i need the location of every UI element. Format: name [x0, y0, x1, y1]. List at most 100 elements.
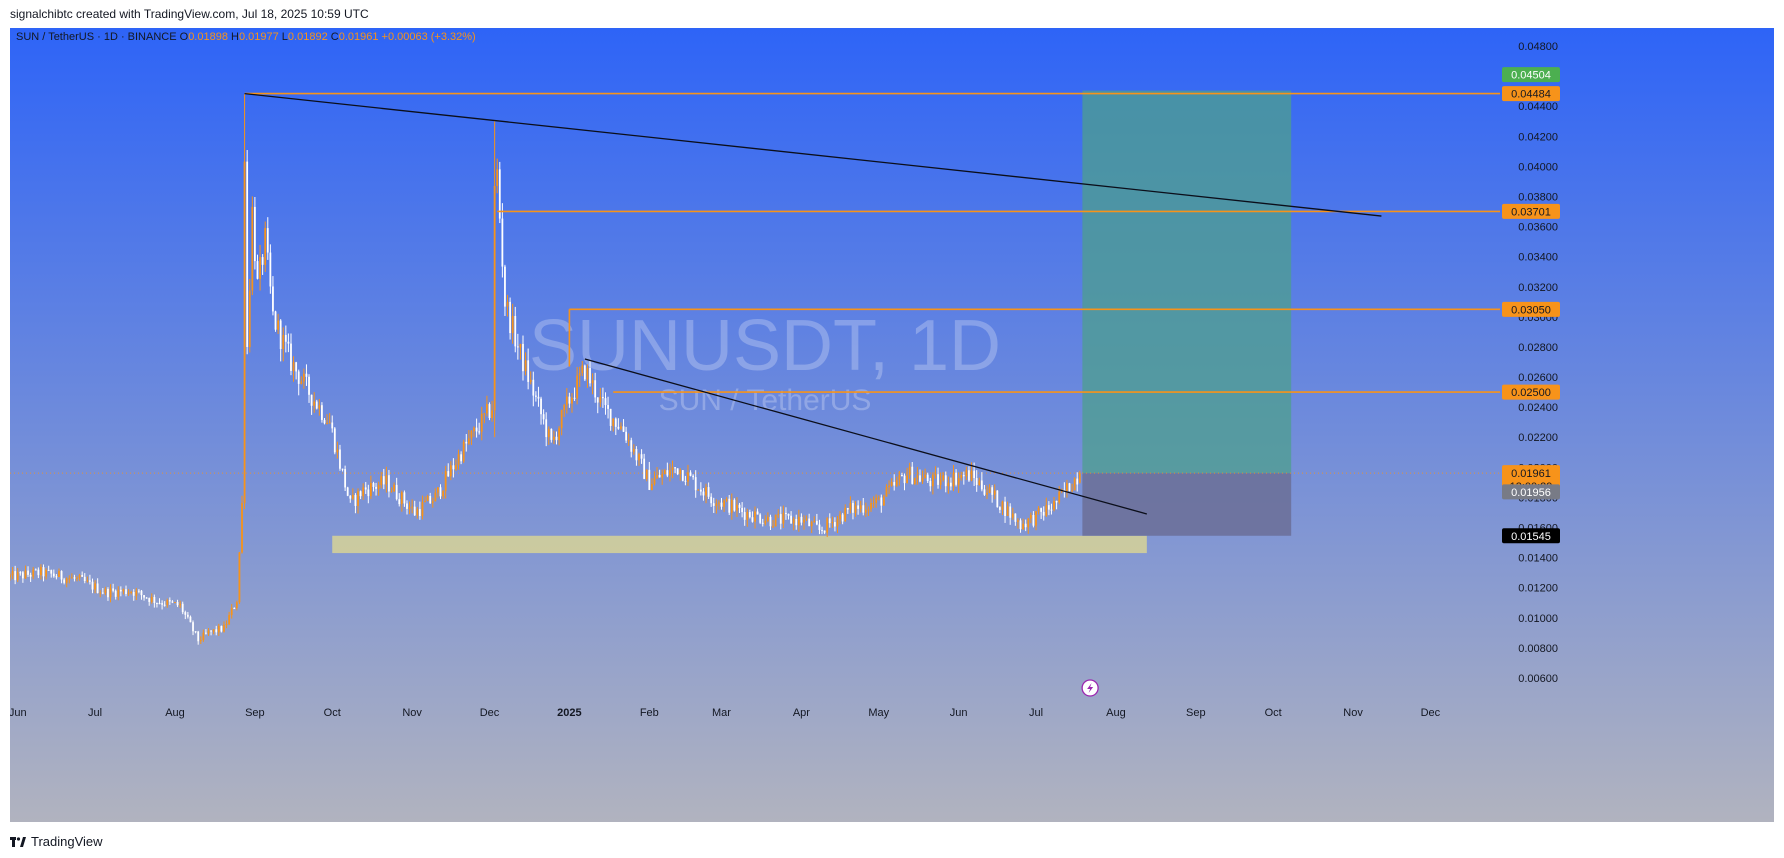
candle[interactable] [390, 487, 393, 493]
candle[interactable] [486, 395, 488, 417]
candle[interactable] [658, 469, 661, 478]
candle[interactable] [101, 587, 104, 595]
candle[interactable] [919, 469, 921, 483]
candle[interactable] [37, 567, 40, 579]
candle[interactable] [692, 474, 695, 480]
candle[interactable] [599, 388, 602, 408]
candle[interactable] [980, 472, 983, 492]
candle[interactable] [181, 601, 184, 615]
long-position-target-zone[interactable] [1082, 90, 1292, 474]
candle[interactable] [205, 629, 207, 635]
candle[interactable] [563, 403, 566, 417]
candle[interactable] [184, 610, 187, 620]
candle[interactable] [741, 502, 744, 518]
candle[interactable] [730, 493, 733, 520]
candle[interactable] [934, 466, 937, 479]
candle[interactable] [888, 480, 890, 494]
candle[interactable] [805, 515, 808, 522]
candle[interactable] [839, 511, 841, 525]
candle[interactable] [614, 417, 617, 436]
candle[interactable] [488, 402, 491, 421]
candle[interactable] [460, 451, 463, 465]
candle[interactable] [109, 584, 112, 603]
candle[interactable] [153, 594, 156, 608]
candle[interactable] [1006, 501, 1009, 517]
candle[interactable] [555, 431, 558, 445]
candle[interactable] [372, 481, 375, 492]
candle[interactable] [339, 444, 341, 471]
candle[interactable] [764, 515, 767, 526]
candle[interactable] [553, 430, 555, 445]
candle[interactable] [424, 496, 426, 503]
candle[interactable] [452, 458, 455, 478]
candle[interactable] [143, 595, 145, 601]
candle[interactable] [836, 516, 839, 534]
candle[interactable] [166, 598, 169, 608]
candle[interactable] [514, 306, 517, 353]
candle[interactable] [107, 587, 109, 601]
candle[interactable] [336, 441, 339, 459]
candle[interactable] [11, 567, 14, 580]
candle[interactable] [1047, 501, 1050, 516]
candle[interactable] [40, 564, 42, 580]
candle[interactable] [669, 463, 671, 482]
candle[interactable] [251, 196, 254, 296]
candle[interactable] [238, 551, 241, 604]
candle[interactable] [895, 476, 898, 488]
candle[interactable] [656, 467, 658, 480]
candle[interactable] [45, 568, 47, 580]
candle[interactable] [960, 471, 963, 481]
candle[interactable] [679, 468, 682, 481]
candle[interactable] [168, 597, 171, 605]
candle[interactable] [901, 472, 903, 477]
candle[interactable] [52, 569, 55, 578]
candle[interactable] [81, 571, 84, 577]
candle[interactable] [403, 490, 406, 507]
candle[interactable] [790, 511, 792, 524]
candle[interactable] [122, 588, 125, 595]
candle[interactable] [230, 604, 233, 619]
candle[interactable] [14, 565, 17, 585]
candle[interactable] [586, 364, 589, 388]
candle[interactable] [671, 460, 674, 479]
candle[interactable] [475, 418, 478, 438]
candle[interactable] [395, 477, 398, 501]
candle[interactable] [282, 327, 285, 362]
candle[interactable] [676, 468, 679, 476]
candle[interactable] [1068, 482, 1071, 492]
candle[interactable] [498, 161, 501, 224]
candle[interactable] [161, 600, 163, 610]
candle[interactable] [163, 601, 166, 607]
candle[interactable] [748, 509, 751, 519]
candle[interactable] [241, 495, 243, 554]
candle[interactable] [99, 590, 102, 598]
candle[interactable] [565, 388, 568, 414]
candle[interactable] [47, 565, 50, 571]
candle[interactable] [132, 589, 135, 601]
candle[interactable] [939, 472, 942, 490]
candle[interactable] [400, 490, 403, 512]
candle[interactable] [766, 512, 769, 523]
candle[interactable] [573, 387, 576, 401]
candle[interactable] [578, 366, 581, 388]
candle[interactable] [351, 488, 354, 501]
candle[interactable] [635, 446, 638, 466]
candle[interactable] [1040, 507, 1043, 519]
candle[interactable] [73, 574, 76, 582]
candle[interactable] [70, 573, 73, 579]
candle[interactable] [117, 586, 120, 601]
candle[interactable] [534, 391, 537, 402]
candle[interactable] [16, 567, 19, 583]
candle[interactable] [756, 508, 759, 515]
candle[interactable] [480, 406, 483, 441]
candle[interactable] [186, 611, 189, 619]
candle[interactable] [235, 600, 238, 611]
candle[interactable] [699, 482, 702, 496]
candle[interactable] [269, 244, 272, 294]
candle[interactable] [903, 473, 906, 491]
candle[interactable] [516, 333, 519, 360]
candle[interactable] [96, 578, 99, 594]
candle[interactable] [127, 589, 130, 596]
candle[interactable] [754, 506, 756, 529]
